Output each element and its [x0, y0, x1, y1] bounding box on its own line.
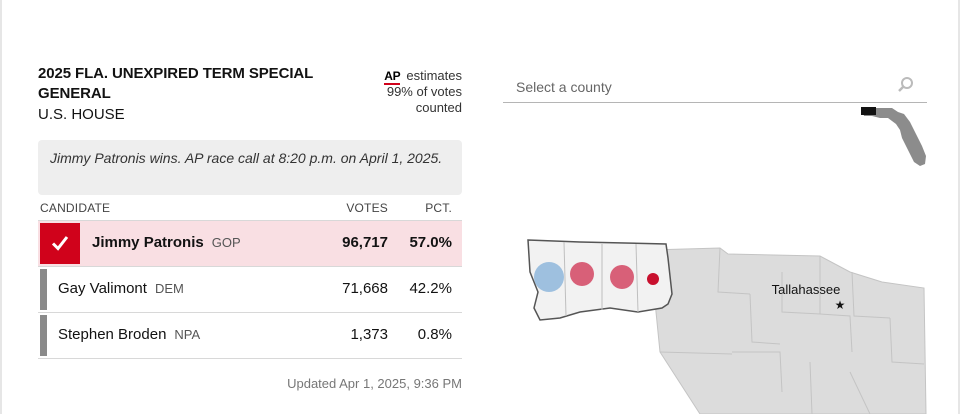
candidate-party: DEM [154, 281, 184, 296]
results-table: CANDIDATE VOTES PCT. Jimmy Patronis GOP 9… [38, 198, 462, 359]
race-title: 2025 FLA. UNEXPIRED TERM SPECIAL GENERAL [38, 65, 313, 102]
county-search [503, 72, 927, 103]
vote-estimate: AP estimates 99% of votes counted [384, 68, 462, 116]
header-votes: VOTES [346, 201, 388, 215]
candidate-party: GOP [211, 235, 241, 250]
district-county-borders [563, 241, 639, 317]
county-results-map: Tallahassee ★ [527, 239, 927, 414]
capital-star-icon: ★ [835, 298, 846, 312]
candidate-pct: 57.0% [409, 234, 452, 251]
candidate-pct: 0.8% [417, 326, 452, 343]
estimate-counted: counted [415, 100, 462, 115]
county-borders [659, 247, 925, 414]
table-header: CANDIDATE VOTES PCT. [38, 198, 462, 221]
race-title-block: 2025 FLA. UNEXPIRED TERM SPECIAL GENERAL… [38, 64, 328, 125]
candidate-name: Gay Valimont DEM [58, 280, 184, 297]
winner-check-icon [40, 223, 80, 264]
candidate-votes: 1,373 [350, 326, 388, 343]
header-pct: PCT. [425, 201, 452, 215]
florida-locator-map [861, 107, 926, 166]
right-frame-border [958, 0, 960, 414]
county-result-bubble [534, 262, 564, 292]
candidate-votes: 96,717 [342, 234, 388, 251]
estimate-percent: 99% of votes [386, 84, 462, 99]
county-result-bubble [570, 262, 594, 286]
header-candidate: CANDIDATE [40, 201, 111, 215]
candidate-name: Jimmy Patronis GOP [92, 234, 241, 251]
race-call-note: Jimmy Patronis wins. AP race call at 8:2… [38, 140, 462, 195]
county-result-bubble [647, 273, 659, 285]
county-result-bubble [610, 265, 634, 289]
candidate-name: Stephen Broden NPA [58, 326, 201, 343]
table-row: Stephen Broden NPA 1,373 0.8% [38, 313, 462, 359]
updated-timestamp: Updated Apr 1, 2025, 9:36 PM [287, 376, 462, 391]
candidate-votes: 71,668 [342, 280, 388, 297]
district-highlight [861, 107, 876, 115]
table-row: Jimmy Patronis GOP 96,717 57.0% [38, 221, 462, 267]
party-color-bar [40, 269, 47, 310]
region-background [649, 247, 927, 414]
left-frame-border [0, 0, 2, 414]
ap-logo: AP [384, 69, 401, 85]
search-icon[interactable] [897, 76, 915, 99]
florida-state-shape [862, 108, 926, 166]
candidate-party: NPA [174, 327, 201, 342]
party-color-bar [40, 315, 47, 356]
estimate-label: estimates [406, 68, 462, 83]
table-row: Gay Valimont DEM 71,668 42.2% [38, 267, 462, 313]
candidate-pct: 42.2% [409, 280, 452, 297]
race-subtitle: U.S. HOUSE [38, 106, 125, 123]
county-search-input[interactable] [503, 76, 896, 98]
city-label: Tallahassee [772, 282, 841, 297]
